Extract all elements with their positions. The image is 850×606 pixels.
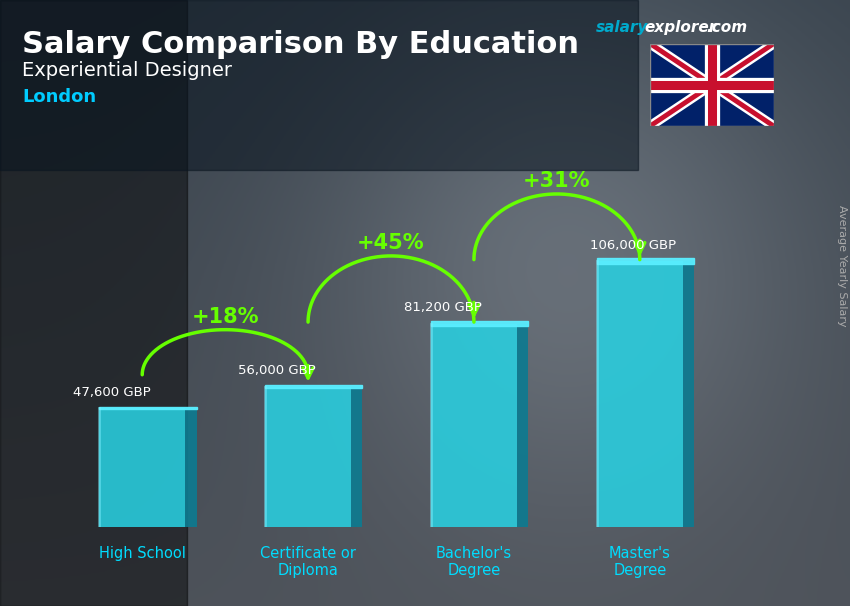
- Text: 47,600 GBP: 47,600 GBP: [72, 385, 150, 399]
- Bar: [185, 408, 196, 527]
- Text: London: London: [22, 88, 96, 106]
- Text: High School: High School: [99, 546, 185, 561]
- Bar: [683, 261, 694, 527]
- Bar: [99, 407, 196, 409]
- Text: Certificate or
Diploma: Certificate or Diploma: [260, 546, 356, 578]
- Text: 81,200 GBP: 81,200 GBP: [405, 301, 482, 315]
- Text: +31%: +31%: [523, 171, 591, 191]
- Text: explorer: explorer: [644, 20, 717, 35]
- Bar: [0, 0, 638, 170]
- Text: .com: .com: [706, 20, 747, 35]
- Text: Average Yearly Salary: Average Yearly Salary: [837, 205, 847, 327]
- Text: Master's
Degree: Master's Degree: [609, 546, 671, 578]
- Bar: [431, 321, 528, 326]
- Bar: [265, 387, 351, 527]
- Text: +18%: +18%: [191, 307, 259, 327]
- Text: Bachelor's
Degree: Bachelor's Degree: [436, 546, 512, 578]
- Bar: [265, 385, 362, 388]
- Bar: [0, 0, 187, 606]
- Text: Experiential Designer: Experiential Designer: [22, 61, 232, 80]
- Text: 106,000 GBP: 106,000 GBP: [590, 239, 676, 252]
- Text: Salary Comparison By Education: Salary Comparison By Education: [22, 30, 579, 59]
- Bar: [351, 387, 362, 527]
- Bar: [597, 261, 683, 527]
- Text: 56,000 GBP: 56,000 GBP: [238, 364, 316, 378]
- Text: salary: salary: [596, 20, 649, 35]
- Bar: [431, 324, 517, 527]
- Bar: [517, 324, 528, 527]
- Bar: [597, 258, 694, 264]
- Text: +45%: +45%: [357, 233, 425, 253]
- Bar: [99, 408, 185, 527]
